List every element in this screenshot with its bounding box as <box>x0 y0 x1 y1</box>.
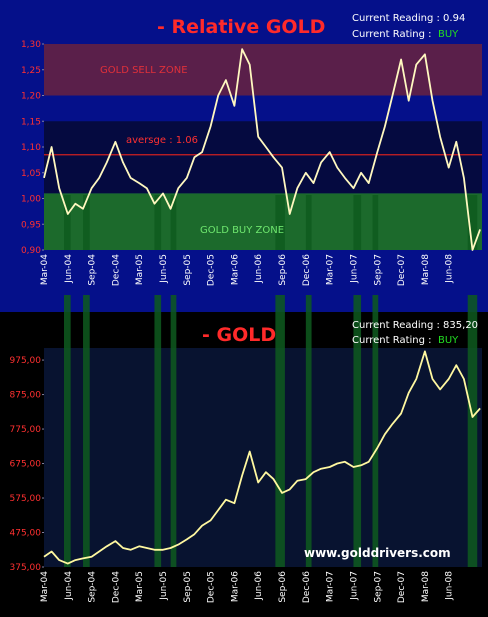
x-tick-label: Sep-05 <box>183 571 193 603</box>
buy-signal-band <box>83 195 90 250</box>
x-tick-label: Jun-05 <box>159 254 169 284</box>
buy-signal-band <box>170 195 177 250</box>
x-tick-label: Dec-04 <box>111 571 121 603</box>
buy-signal-band <box>63 295 71 567</box>
sell-zone-band <box>44 44 482 96</box>
relative-gold-chart: 0,90 0,95 1,00 1,05 1,10 1,15 1,20 1,25 1,30 Mar… <box>0 0 488 312</box>
watermark-url: www.golddrivers.com <box>304 546 451 560</box>
buy-signal-band <box>154 295 162 567</box>
current-reading-label-gold: Current Reading : 835,20 <box>352 320 478 331</box>
buy-signal-band <box>275 295 285 567</box>
x-tick-label: Mar-08 <box>421 254 431 285</box>
gold-price-series <box>43 350 481 565</box>
buy-signal-bands-top <box>63 195 478 250</box>
x-axis-bottom: Mar-04 Jun-04 Sep-04 Dec-04 Mar-05 Jun-05 Sep-… <box>40 571 455 603</box>
neutral-band <box>44 121 482 194</box>
x-tick-label: Mar-08 <box>421 571 431 602</box>
x-tick-label: Mar-06 <box>230 571 240 602</box>
buy-signal-band <box>275 195 285 250</box>
x-tick-label: Jun-08 <box>445 254 455 284</box>
buy-signal-band <box>372 295 379 567</box>
x-tick-label: Sep-05 <box>183 254 193 286</box>
x-tick-label: Sep-07 <box>373 571 383 603</box>
x-tick-label: Dec-04 <box>111 254 121 286</box>
x-tick-label: Mar-04 <box>40 254 50 285</box>
y-tick-label: 1,05 <box>21 169 41 179</box>
current-rating-label: Current Rating : <box>352 29 432 40</box>
buy-signal-band <box>353 195 362 250</box>
buy-signal-band <box>305 295 312 567</box>
y-tick-label: 675,00 <box>10 460 42 470</box>
x-tick-label: Jun-06 <box>254 571 264 601</box>
x-tick-label: Dec-06 <box>302 571 312 603</box>
y-axis-top: 0,90 0,95 1,00 1,05 1,10 1,15 1,20 1,25 1,30 <box>21 40 44 256</box>
chart-title: - Relative GOLD <box>157 16 325 38</box>
buy-signal-band <box>154 195 162 250</box>
y-tick-label: 875,00 <box>10 391 42 401</box>
y-tick-label: 1,00 <box>21 195 41 205</box>
y-tick-label: 1,30 <box>21 40 41 50</box>
x-tick-label: Mar-05 <box>135 254 145 285</box>
x-tick-label: Mar-07 <box>326 254 336 285</box>
relative-gold-series <box>43 48 481 251</box>
x-tick-label: Mar-07 <box>326 571 336 602</box>
x-tick-label: Jun-08 <box>445 571 455 601</box>
y-axis-bottom: 375,00 475,00 575,00 675,00 775,00 875,00 975,… <box>10 356 44 573</box>
y-tick-label: 1,15 <box>21 117 41 127</box>
average-label: aversge : 1.06 <box>126 135 198 146</box>
current-rating-value-gold: BUY <box>438 335 459 346</box>
y-tick-label: 0,90 <box>21 246 41 256</box>
y-tick-label: 1,25 <box>21 66 41 76</box>
x-tick-label: Dec-05 <box>207 571 217 603</box>
current-reading-label: Current Reading : 0.94 <box>352 13 465 24</box>
x-tick-label: Jun-04 <box>64 254 74 284</box>
buy-signal-bands-bottom <box>63 295 478 567</box>
chart-title-gold: - GOLD <box>202 324 276 346</box>
y-tick-label: 1,10 <box>21 143 41 153</box>
buy-zone-label: GOLD BUY ZONE <box>200 225 284 236</box>
buy-signal-band <box>372 195 379 250</box>
current-rating-value: BUY <box>438 29 459 40</box>
y-tick-label: 475,00 <box>10 529 42 539</box>
buy-signal-band <box>63 195 71 250</box>
x-tick-label: Mar-05 <box>135 571 145 602</box>
x-tick-label: Jun-05 <box>159 571 169 601</box>
x-tick-label: Jun-06 <box>254 254 264 284</box>
buy-signal-band <box>305 195 312 250</box>
buy-signal-band <box>83 295 90 567</box>
x-tick-label: Mar-04 <box>40 571 50 602</box>
x-tick-label: Dec-06 <box>302 254 312 286</box>
sell-zone-label: GOLD SELL ZONE <box>100 65 188 76</box>
current-rating-label-gold: Current Rating : <box>352 335 432 346</box>
buy-signal-band <box>467 195 478 250</box>
x-tick-label: Dec-07 <box>397 254 407 286</box>
x-tick-label: Dec-05 <box>207 254 217 286</box>
gold-price-chart: 375,00 475,00 575,00 675,00 775,00 875,00 975,… <box>0 295 488 613</box>
x-tick-label: Jun-07 <box>349 254 359 284</box>
x-tick-label: Jun-07 <box>349 571 359 601</box>
y-tick-label: 775,00 <box>10 425 42 435</box>
y-tick-label: 575,00 <box>10 494 42 504</box>
x-tick-label: Sep-06 <box>278 571 288 603</box>
x-tick-label: Sep-04 <box>88 571 98 603</box>
x-tick-label: Dec-07 <box>397 571 407 603</box>
buy-zone-band <box>44 193 482 250</box>
x-tick-label: Jun-04 <box>64 571 74 601</box>
x-tick-label: Sep-04 <box>88 254 98 286</box>
buy-signal-band <box>353 295 362 567</box>
buy-signal-band <box>467 295 478 567</box>
buy-signal-band <box>170 295 177 567</box>
x-axis-top: Mar-04 Jun-04 Sep-04 Dec-04 Mar-05 Jun-05 Sep-… <box>40 254 455 286</box>
x-tick-label: Sep-07 <box>373 254 383 286</box>
y-tick-label: 0,95 <box>21 220 41 230</box>
y-tick-label: 1,20 <box>21 92 41 102</box>
y-tick-label: 375,00 <box>10 563 42 573</box>
y-tick-label: 975,00 <box>10 356 42 366</box>
x-tick-label: Mar-06 <box>230 254 240 285</box>
x-tick-label: Sep-06 <box>278 254 288 286</box>
plot-area-bottom <box>44 348 482 567</box>
